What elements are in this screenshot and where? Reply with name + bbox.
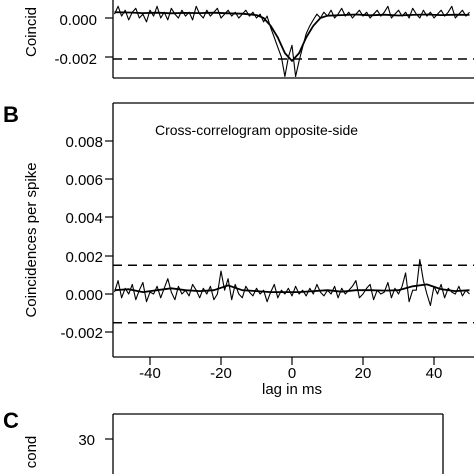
panel-a-smoothed-series-line [114, 11, 470, 62]
panel-b-y-tick-label: -0.002 [60, 325, 103, 342]
panel-b-y-tick-label: 0.002 [65, 249, 103, 266]
panel-c: C cond 30 [3, 408, 444, 474]
panel-b-y-tick-label: 0.008 [65, 134, 103, 151]
panel-b-x-tick-labels: -40 -20 0 20 40 [139, 365, 442, 382]
panel-a-axes [105, 0, 474, 79]
panel-b-threshold-lines [113, 264, 474, 324]
panel-b-x-axis-label: lag in ms [262, 381, 322, 398]
panel-b-axes [105, 102, 474, 365]
panel-a: Coincid 0.000 -0.002 [23, 0, 474, 79]
panel-b-smoothed-series-line [114, 283, 470, 294]
panel-a-y-tick-label: -0.002 [54, 51, 97, 68]
panel-b-plot-area: Cross-correlogram opposite-side [105, 102, 474, 365]
panel-b-x-tick-label: -20 [210, 365, 232, 382]
panel-b-y-tick-label: 0.006 [65, 172, 103, 189]
panel-b-y-tick-labels: 0.008 0.006 0.004 0.002 0.000 -0.002 [60, 134, 103, 342]
panel-c-y-axis-label: cond [23, 436, 40, 469]
panel-b-x-tick-label: 40 [426, 365, 443, 382]
panel-c-axes [105, 413, 444, 474]
panel-b-y-axis-label: Coincidences per spike [23, 162, 40, 317]
panel-b-x-tick-label: 20 [355, 365, 372, 382]
panel-b-title: Cross-correlogram opposite-side [155, 122, 358, 138]
panel-a-y-tick-label: 0.000 [59, 12, 97, 29]
panel-a-plot-area [105, 0, 474, 79]
panel-b-x-tick-label: -40 [139, 365, 161, 382]
panel-b-y-tick-label: 0.000 [65, 287, 103, 304]
panel-c-letter: C [3, 408, 19, 433]
panel-a-y-axis-label: Coincid [23, 7, 40, 57]
panel-a-series [114, 5, 470, 78]
panel-c-y-tick-label: 30 [78, 432, 95, 449]
panel-b-raw-series-line [113, 258, 470, 307]
panel-a-raw-series-line [114, 5, 470, 78]
panel-b-series [113, 258, 470, 307]
panel-b-letter: B [3, 102, 19, 127]
panel-a-y-tick-labels: 0.000 -0.002 [54, 12, 97, 68]
panel-b-x-tick-label: 0 [288, 365, 296, 382]
panel-b: B Coincidences per spike 0.008 0.006 0.0… [3, 102, 474, 398]
panel-b-y-tick-label: 0.004 [65, 210, 103, 227]
